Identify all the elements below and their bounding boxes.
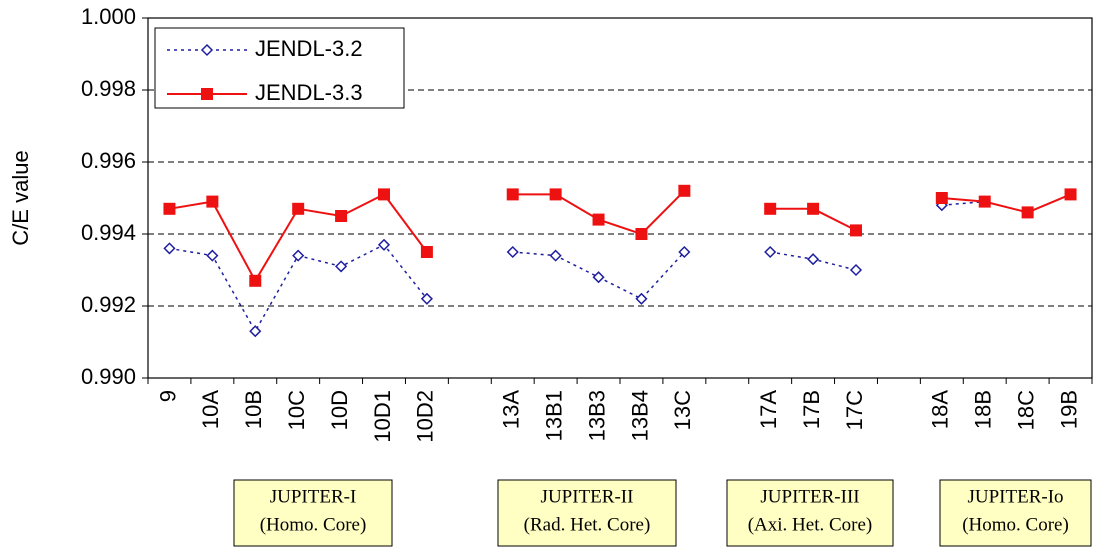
x-tick-label: 13B3 [584, 390, 609, 441]
y-tick-label: 0.994 [81, 220, 136, 245]
group-name: JUPITER-III [760, 486, 859, 507]
marker [292, 249, 305, 262]
x-tick-label: 10D1 [370, 390, 395, 443]
legend-label: JENDL-3.3 [255, 80, 363, 105]
x-tick-label: 18A [928, 390, 953, 429]
x-tick-label: 18C [1013, 390, 1038, 430]
x-tick-label: 13B1 [541, 390, 566, 441]
marker [635, 292, 648, 305]
x-tick-label: 13B4 [627, 390, 652, 441]
marker [163, 202, 176, 215]
marker [249, 325, 262, 338]
marker [292, 202, 305, 215]
marker [764, 245, 777, 259]
x-tick-label: 9 [155, 390, 180, 402]
x-tick-label: 10D2 [413, 390, 438, 443]
x-tick-label: 13C [670, 390, 695, 430]
x-tick-label: 10A [198, 390, 223, 429]
x-tick-label: 10B [241, 390, 266, 429]
marker [206, 195, 219, 208]
x-tick-label: 18B [971, 390, 996, 429]
marker [249, 274, 262, 287]
marker [849, 263, 863, 277]
group-core: (Homo. Core) [260, 514, 367, 535]
marker [850, 224, 862, 237]
y-tick-label: 1.000 [81, 4, 136, 29]
marker [206, 249, 219, 262]
marker [506, 245, 519, 259]
y-axis-label: C/E value [8, 150, 33, 245]
legend-label: JENDL-3.2 [255, 36, 363, 61]
marker [420, 246, 433, 258]
marker [807, 253, 820, 266]
y-tick-label: 0.990 [81, 364, 136, 389]
x-tick-label: 10C [284, 390, 309, 430]
marker [592, 213, 605, 226]
marker [163, 242, 176, 255]
group-box [233, 479, 393, 547]
x-tick-label: 10D [327, 390, 352, 430]
x-tick-label: 13A [499, 390, 524, 429]
marker [764, 202, 777, 215]
marker [935, 192, 948, 204]
y-tick-label: 0.998 [81, 76, 136, 101]
y-tick-label: 0.996 [81, 148, 136, 173]
group-box [939, 479, 1092, 547]
group-core: (Homo. Core) [962, 514, 1069, 535]
marker [420, 292, 433, 305]
group-box [497, 479, 677, 547]
x-tick-label: 17B [799, 390, 824, 429]
group-name: JUPITER-I [270, 486, 357, 507]
group-name: JUPITER-II [541, 486, 634, 507]
marker [978, 195, 991, 208]
marker [506, 188, 519, 201]
marker [807, 202, 820, 215]
legend-marker [200, 43, 214, 57]
marker [549, 188, 562, 201]
marker [1021, 206, 1034, 219]
marker [335, 260, 348, 273]
marker [378, 188, 390, 201]
marker [592, 271, 605, 284]
group-core: (Axi. Het. Core) [748, 514, 873, 535]
legend-marker [201, 88, 213, 100]
marker [549, 249, 562, 262]
marker [678, 184, 691, 197]
group-core: (Rad. Het. Core) [524, 514, 651, 535]
group-box [726, 479, 894, 547]
x-tick-label: 17A [756, 390, 781, 429]
y-tick-label: 0.992 [81, 292, 136, 317]
marker [678, 245, 691, 259]
marker [635, 228, 648, 240]
marker [335, 210, 348, 222]
group-name: JUPITER-Io [967, 486, 1063, 507]
marker [377, 238, 391, 251]
x-tick-label: 19B [1056, 390, 1081, 429]
marker [1064, 188, 1077, 201]
x-tick-label: 17C [842, 390, 867, 430]
series-line [169, 193, 1071, 333]
series-line [169, 190, 1071, 283]
